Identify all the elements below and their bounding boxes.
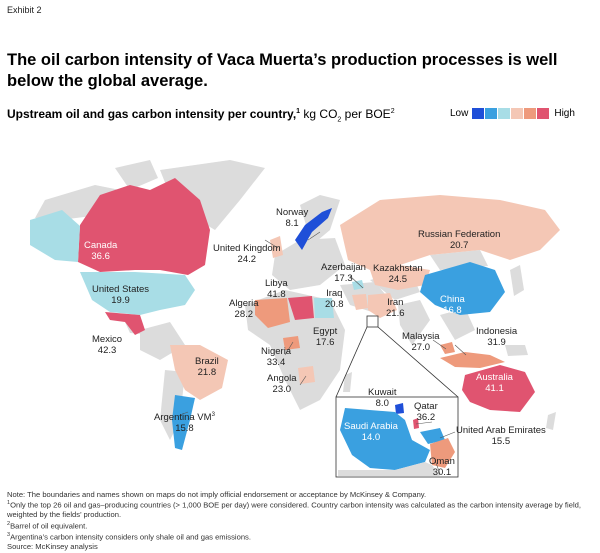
greenland-shape xyxy=(160,160,265,230)
label-iran: Iran 21.6 xyxy=(386,297,405,319)
label-kuwait: Kuwait 8.0 xyxy=(368,387,397,409)
legend-swatch xyxy=(498,108,511,119)
iran-shape xyxy=(368,293,397,318)
mexico-shape xyxy=(105,312,145,335)
label-oman: Oman 30.1 xyxy=(429,456,455,478)
footnotes: Note: The boundaries and names shown on … xyxy=(7,490,593,551)
leader-line xyxy=(299,375,307,386)
legend-swatch xyxy=(511,108,524,119)
leader-line xyxy=(349,275,364,289)
inset-qatar-shape xyxy=(413,418,419,429)
color-legend: Low High xyxy=(446,108,579,119)
australia-shape xyxy=(462,365,535,412)
note-line: 1Only the top 26 oil and gas–producing c… xyxy=(7,500,581,520)
leader-line xyxy=(179,411,189,416)
label-russian-federation: Russian Federation 20.7 xyxy=(418,229,501,251)
label-mexico: Mexico 42.3 xyxy=(92,334,123,356)
label-azerbaijan: Azerbaijan 17.3 xyxy=(321,262,366,284)
leader-line xyxy=(439,431,456,439)
label-canada: Canada 36.6 xyxy=(84,240,118,262)
inset-kuwait-shape xyxy=(395,403,404,414)
united-states-shape xyxy=(80,272,195,315)
alaska-us-shape xyxy=(30,210,80,262)
leader-line xyxy=(434,459,441,475)
note-line: Note: The boundaries and names shown on … xyxy=(7,490,427,499)
note-line: 3Argentina’s carbon intensity considers … xyxy=(7,531,251,542)
label-egypt: Egypt 17.6 xyxy=(313,326,338,348)
legend-swatch xyxy=(485,108,498,119)
leader-line xyxy=(307,231,321,241)
label-australia: Australia 41.1 xyxy=(476,372,513,394)
label-angola: Angola 23.0 xyxy=(267,373,297,395)
note-line: Source: McKinsey analysis xyxy=(7,541,98,551)
png-shape xyxy=(505,345,528,356)
se-asia-shape xyxy=(440,308,475,340)
india-shape xyxy=(398,300,430,345)
kazakhstan-shape xyxy=(370,265,430,290)
inset-saudi-arabia-shape xyxy=(340,408,430,470)
inset-locator-box xyxy=(366,315,379,328)
argentina-shape xyxy=(172,395,195,450)
leader-line xyxy=(415,421,433,425)
label-qatar: Qatar 36.2 xyxy=(414,401,438,423)
leader-line xyxy=(454,344,467,356)
algeria-shape xyxy=(255,298,290,328)
legend-swatch xyxy=(472,108,485,119)
canada-shape xyxy=(78,178,210,275)
label-norway: Norway 8.1 xyxy=(276,207,309,229)
label-indonesia: Indonesia 31.9 xyxy=(476,326,518,348)
brazil-shape xyxy=(170,345,228,400)
leader-line xyxy=(432,339,447,350)
legend-swatch xyxy=(524,108,537,119)
arctic-islands-shape xyxy=(115,160,158,190)
inset-oman-shape xyxy=(430,438,455,468)
exhibit-label: Exhibit 2 xyxy=(7,5,42,15)
europe-shape xyxy=(272,238,345,290)
azerbaijan-shape xyxy=(352,280,364,290)
label-libya: Libya 41.8 xyxy=(265,278,288,300)
leader-line xyxy=(264,239,279,249)
inset-uae-shape xyxy=(420,428,445,444)
norway-shape xyxy=(295,208,332,250)
label-algeria: Algeria 28.2 xyxy=(229,298,259,320)
note-line: 2Barrel of oil equivalent. xyxy=(7,520,88,531)
label-malaysia: Malaysia 27.0 xyxy=(402,331,440,353)
iraq-shape xyxy=(352,294,368,310)
label-united-states: United States 19.9 xyxy=(92,284,150,306)
egypt-shape xyxy=(314,298,334,318)
label-argentina-vm: Argentina VM3 15.8 xyxy=(154,412,215,435)
page-title: The oil carbon intensity of Vaca Muerta’… xyxy=(7,51,558,90)
japan-shape xyxy=(510,265,524,296)
inset-leader-line xyxy=(377,326,459,398)
leader-line xyxy=(284,341,294,356)
map-subtitle: Upstream oil and gas carbon intensity pe… xyxy=(7,107,395,124)
label-saudi-arabia: Saudi Arabia 14.0 xyxy=(344,421,398,443)
malaysia-shape xyxy=(440,342,455,354)
nz-shape xyxy=(546,412,556,430)
angola-shape xyxy=(298,366,315,384)
label-united-arab-emirates: United Arab Emirates 15.5 xyxy=(456,425,546,447)
indonesia-shape xyxy=(440,352,505,368)
nigeria-shape xyxy=(283,336,300,350)
label-china: China 16.8 xyxy=(440,294,465,316)
russia-shape xyxy=(340,195,560,270)
label-kazakhstan: Kazakhstan 24.5 xyxy=(373,263,423,285)
libya-shape xyxy=(288,296,314,320)
label-united-kingdom: United Kingdom 24.2 xyxy=(213,243,281,265)
legend-swatch xyxy=(537,108,550,119)
label-iraq: Iraq 20.8 xyxy=(325,288,344,310)
label-brazil: Brazil 21.8 xyxy=(195,356,219,378)
label-nigeria: Nigeria 33.4 xyxy=(261,346,292,368)
inset-leader-line xyxy=(335,326,368,398)
legend-high-label: High xyxy=(554,108,575,119)
inset-gray-land-shape xyxy=(338,462,440,476)
china-shape xyxy=(420,262,505,315)
legend-low-label: Low xyxy=(450,108,469,119)
madagascar-shape xyxy=(343,372,352,392)
